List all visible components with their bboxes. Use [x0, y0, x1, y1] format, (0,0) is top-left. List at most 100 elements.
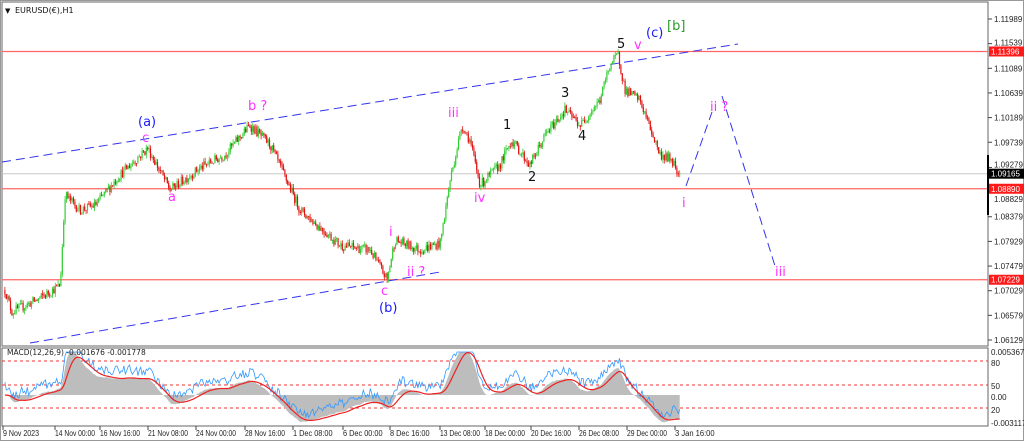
- candle-body: [432, 243, 434, 245]
- candle-body: [141, 150, 143, 158]
- candle-body: [309, 216, 311, 222]
- candle-body: [551, 122, 553, 125]
- candle-body: [672, 158, 674, 166]
- candle-body: [334, 239, 336, 245]
- candle-body: [208, 159, 210, 165]
- candle-body: [11, 309, 13, 316]
- candle-body: [387, 272, 390, 280]
- candle-body: [418, 251, 420, 253]
- candle-body: [333, 240, 335, 245]
- macd-histogram: [4, 352, 680, 423]
- candle-body: [610, 63, 612, 70]
- candle-body: [415, 245, 418, 249]
- price-tick-label: 1.08829: [994, 195, 1023, 204]
- candle-body: [205, 163, 208, 165]
- candle-body: [630, 88, 632, 96]
- candle-body: [280, 160, 282, 165]
- wave-label-4: 4: [578, 129, 586, 144]
- candle-body: [44, 295, 47, 298]
- candle-body: [316, 224, 318, 230]
- candle-body: [410, 241, 412, 250]
- current-price-tag: [989, 168, 1024, 179]
- symbol-dropdown-icon[interactable]: ▼: [5, 7, 11, 15]
- candle-body: [267, 139, 269, 143]
- time-tick-label: 1 Dec 08:00: [293, 429, 333, 438]
- indicator-plot-border: [1, 347, 989, 427]
- price-tick-label: 1.06129: [994, 336, 1023, 345]
- candle-body: [103, 191, 105, 196]
- channel-upper-line[interactable]: [1, 43, 739, 163]
- candle-body: [565, 105, 567, 113]
- wave-label-b-minor: b ?: [248, 99, 267, 114]
- candle-body: [329, 233, 331, 235]
- price-axis[interactable]: 1.11989 1.11539 1.11089 1.10639 1.10189 1.097…: [987, 15, 1024, 345]
- candle-body: [266, 136, 268, 143]
- candle-body: [607, 70, 609, 73]
- macd-main-line: [4, 351, 681, 419]
- candle-body: [37, 298, 40, 301]
- candle-body: [152, 156, 154, 161]
- candle-body: [644, 111, 646, 113]
- candle-body: [232, 142, 234, 146]
- projection-line-down[interactable]: [721, 95, 776, 267]
- candle-body: [219, 157, 222, 159]
- candle-body: [308, 216, 310, 217]
- candle-body: [413, 247, 415, 252]
- candle-body: [187, 178, 189, 183]
- price-chart[interactable]: [1, 43, 988, 344]
- candle-body: [12, 313, 14, 316]
- candle-body: [271, 145, 273, 151]
- candle-body: [379, 262, 381, 264]
- candle-body: [593, 107, 595, 112]
- candle-body: [67, 192, 69, 199]
- candle-body: [532, 155, 534, 164]
- candle-body: [43, 295, 45, 296]
- candle-body: [78, 205, 80, 211]
- candle-body: [186, 177, 188, 183]
- price-tick-label: 1.07479: [994, 262, 1023, 271]
- candle-body: [663, 154, 665, 161]
- candle-body: [322, 227, 324, 232]
- wave-label-b-bracket: [b]: [667, 19, 685, 34]
- candle-body: [228, 151, 230, 156]
- candle-body: [233, 141, 236, 143]
- candle-body: [520, 154, 523, 155]
- time-axis[interactable]: 9 Nov 2023 14 Nov 00:00 16 Nov 16:00 21 Nov…: [2, 426, 715, 438]
- candle-body: [401, 238, 404, 244]
- candle-body: [564, 105, 566, 117]
- candle-body: [344, 245, 346, 251]
- candle-body: [462, 129, 464, 132]
- candle-body: [277, 153, 279, 160]
- candle-body: [207, 164, 209, 165]
- candle-body: [358, 246, 360, 254]
- candle-body: [602, 86, 604, 96]
- candle-body: [18, 304, 20, 308]
- candle-body: [218, 158, 220, 163]
- macd-panel[interactable]: 0.005367 80 50 0.00 20 -0.003117: [2, 348, 1024, 428]
- time-tick-label: 28 Nov 16:00: [245, 429, 285, 438]
- candle-body: [369, 250, 371, 251]
- wave-label-b-paren: (b): [379, 301, 397, 316]
- candle-body: [625, 88, 628, 94]
- candle-body: [29, 302, 31, 307]
- candle-body: [641, 101, 643, 108]
- candle-body: [502, 156, 504, 161]
- candle-body: [249, 125, 251, 128]
- candle-body: [149, 148, 152, 159]
- candle-body: [578, 125, 580, 127]
- candle-body: [275, 152, 278, 154]
- candle-body: [359, 249, 362, 254]
- candle-body: [345, 245, 348, 248]
- candle-body: [203, 161, 205, 170]
- candle-body: [364, 244, 366, 246]
- candle-body: [35, 299, 37, 302]
- candle-body: [127, 165, 129, 170]
- candle-body: [107, 186, 110, 189]
- candle-body: [550, 124, 552, 132]
- candle-body: [648, 118, 650, 122]
- candle-body: [124, 165, 126, 169]
- candle-body: [676, 168, 678, 174]
- candle-body: [305, 214, 307, 219]
- candle-body: [162, 170, 164, 176]
- candle-body: [599, 100, 601, 104]
